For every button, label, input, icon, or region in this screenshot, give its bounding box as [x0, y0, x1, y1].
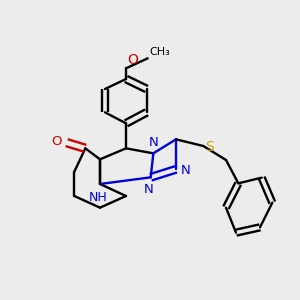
Text: NH: NH [89, 190, 108, 204]
Text: N: N [181, 164, 190, 177]
Text: N: N [149, 136, 159, 149]
Text: N: N [143, 183, 153, 196]
Text: S: S [205, 140, 214, 154]
Text: CH₃: CH₃ [149, 47, 170, 57]
Text: O: O [127, 52, 138, 67]
Text: O: O [52, 135, 62, 148]
